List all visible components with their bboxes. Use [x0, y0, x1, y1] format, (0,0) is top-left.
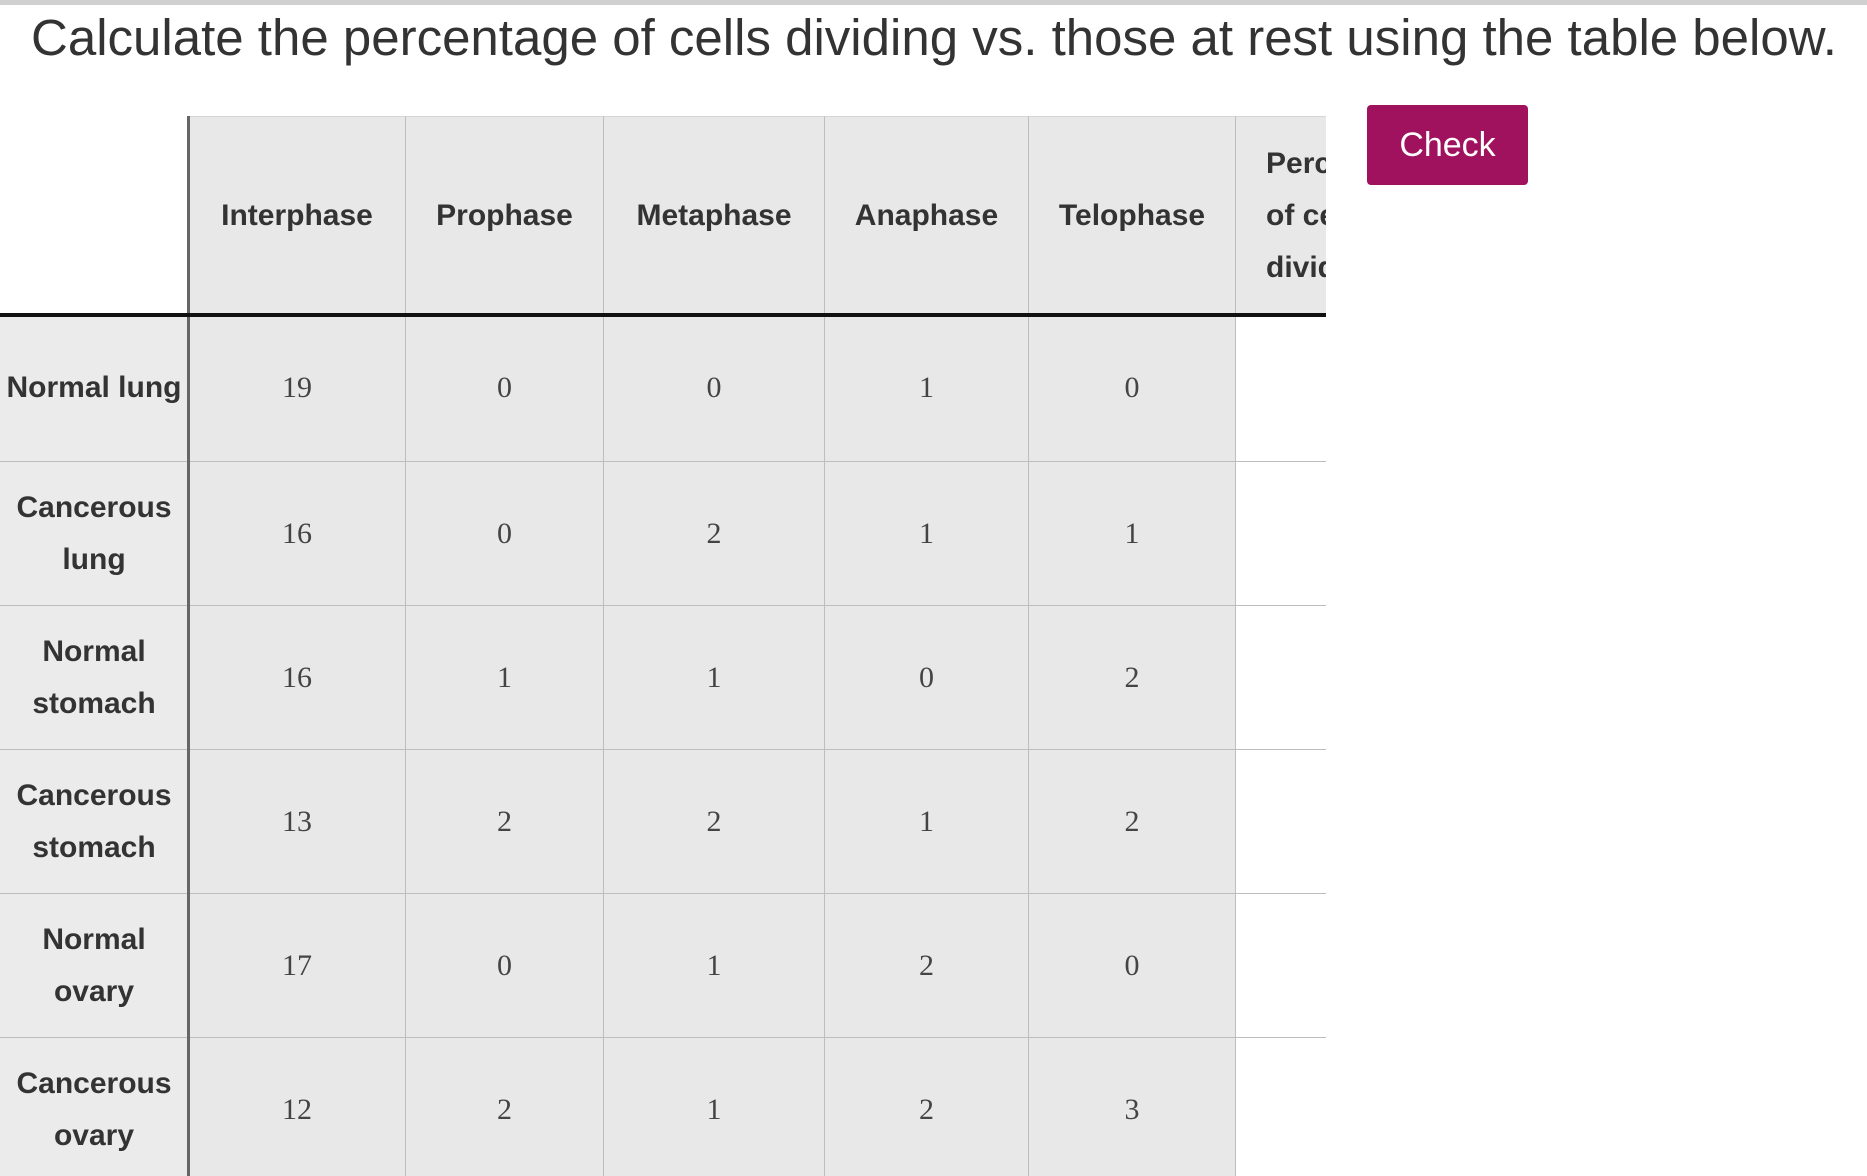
count-cell: 1 — [604, 894, 825, 1038]
header-column-rule — [187, 116, 190, 1176]
answer-cell[interactable] — [1236, 894, 1326, 1038]
count-cell: 1 — [825, 462, 1029, 606]
check-button[interactable]: Check — [1367, 105, 1528, 185]
count-cell: 2 — [825, 894, 1029, 1038]
count-cell: 1 — [825, 750, 1029, 894]
count-cell: 2 — [1029, 606, 1236, 750]
question-title: Calculate the percentage of cells dividi… — [31, 9, 1837, 66]
count-cell: 2 — [825, 1038, 1029, 1176]
data-table: Interphase Prophase Metaphase Anaphase Telop… — [0, 116, 1326, 1176]
count-cell: 16 — [189, 606, 406, 750]
count-cell: 19 — [189, 315, 406, 462]
row-label: Cancerous lung — [0, 462, 189, 606]
count-cell: 1 — [825, 315, 1029, 462]
corner-cell — [0, 116, 189, 315]
count-cell: 16 — [189, 462, 406, 606]
column-header: Metaphase — [604, 116, 825, 315]
count-cell: 0 — [406, 894, 604, 1038]
count-cell: 1 — [604, 606, 825, 750]
answer-cell[interactable] — [1236, 750, 1326, 894]
count-cell: 17 — [189, 894, 406, 1038]
row-label: Normal stomach — [0, 606, 189, 750]
count-cell: 2 — [406, 1038, 604, 1176]
row-label: Cancerous stomach — [0, 750, 189, 894]
count-cell: 13 — [189, 750, 406, 894]
count-cell: 1 — [1029, 462, 1236, 606]
row-label: Normal ovary — [0, 894, 189, 1038]
answer-cell[interactable] — [1236, 606, 1326, 750]
count-cell: 2 — [604, 462, 825, 606]
row-label: Cancerous ovary — [0, 1038, 189, 1176]
count-cell: 1 — [604, 1038, 825, 1176]
answer-cell[interactable] — [1236, 1038, 1326, 1176]
count-cell: 2 — [1029, 750, 1236, 894]
column-header: Interphase — [189, 116, 406, 315]
column-header: Percentage of cells dividing — [1236, 116, 1326, 315]
count-cell: 0 — [1029, 894, 1236, 1038]
count-cell: 12 — [189, 1038, 406, 1176]
count-cell: 3 — [1029, 1038, 1236, 1176]
count-cell: 0 — [604, 315, 825, 462]
count-cell: 2 — [406, 750, 604, 894]
answer-cell[interactable] — [1236, 462, 1326, 606]
count-cell: 0 — [406, 315, 604, 462]
count-cell: 0 — [406, 462, 604, 606]
count-cell: 2 — [604, 750, 825, 894]
answer-cell[interactable] — [1236, 315, 1326, 462]
count-cell: 0 — [825, 606, 1029, 750]
row-label: Normal lung — [0, 315, 189, 462]
column-header: Telophase — [1029, 116, 1236, 315]
count-cell: 1 — [406, 606, 604, 750]
header-row-rule — [0, 313, 1326, 317]
column-header: Anaphase — [825, 116, 1029, 315]
column-header: Prophase — [406, 116, 604, 315]
count-cell: 0 — [1029, 315, 1236, 462]
top-border — [0, 0, 1867, 5]
